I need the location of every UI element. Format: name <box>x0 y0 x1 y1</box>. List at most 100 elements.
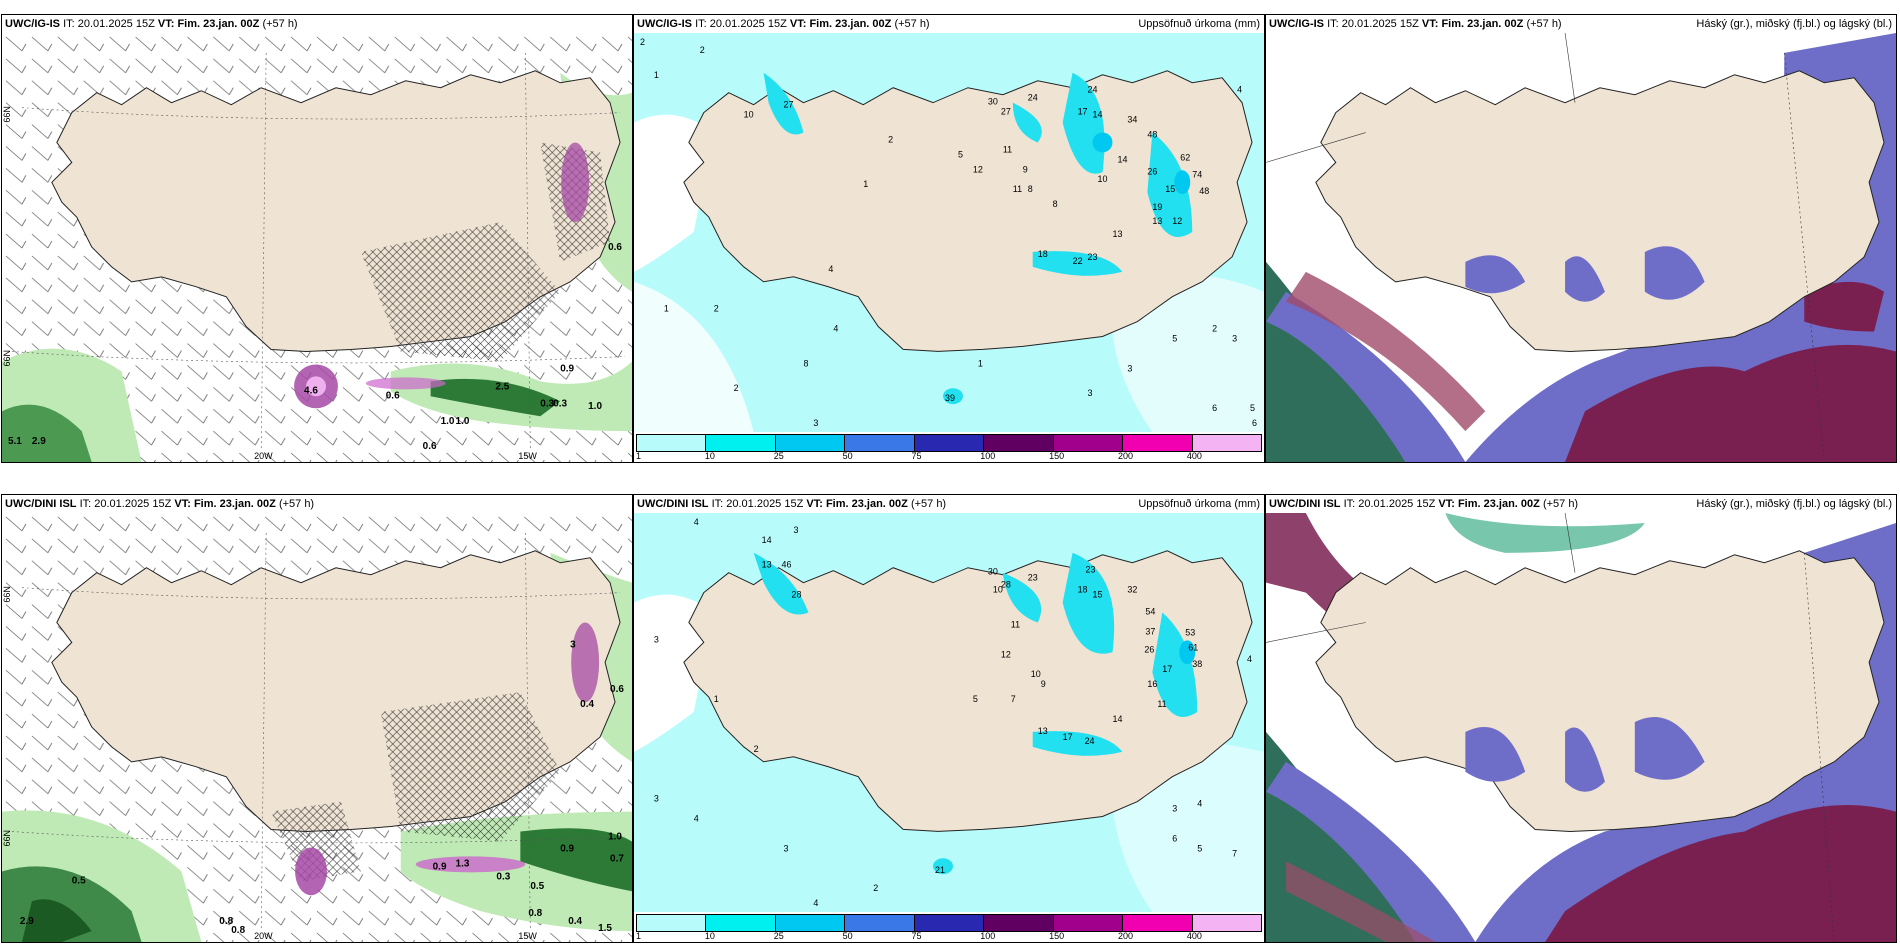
panel-wind-dini: UWC/DINI ISL IT: 20.01.2025 15Z VT: Fim.… <box>1 494 633 943</box>
svg-text:4: 4 <box>833 324 838 334</box>
svg-text:19: 19 <box>1152 202 1162 212</box>
svg-text:12: 12 <box>973 164 983 174</box>
wind-value: 1.0 <box>608 831 622 842</box>
svg-text:5: 5 <box>1172 333 1177 343</box>
map-cloud-ig[interactable] <box>1266 33 1896 462</box>
wind-value: 4.6 <box>304 385 318 396</box>
swatch <box>845 915 915 931</box>
svg-text:3: 3 <box>1172 804 1177 814</box>
panel-right-title: Háský (gr.), miðský (fj.bl.) og lágský (… <box>1696 18 1892 30</box>
lon-label: 20W <box>254 931 273 941</box>
colorbar-swatches <box>636 914 1262 932</box>
svg-text:24: 24 <box>1085 736 1095 746</box>
svg-text:2: 2 <box>700 45 705 55</box>
swatch <box>706 435 776 451</box>
svg-text:4: 4 <box>694 517 699 527</box>
svg-text:3: 3 <box>1232 333 1237 343</box>
svg-text:30: 30 <box>988 567 998 577</box>
lon-label: 20W <box>254 451 273 461</box>
svg-text:7: 7 <box>1011 694 1016 704</box>
wind-value: 0.9 <box>560 363 574 374</box>
panel-precip-ig: UWC/IG-IS IT: 20.01.2025 15Z VT: Fim. 23… <box>633 14 1265 463</box>
panel-header: UWC/DINI ISL IT: 20.01.2025 15Z VT: Fim.… <box>634 495 1264 513</box>
svg-text:3: 3 <box>654 794 659 804</box>
panel-header: UWC/IG-IS IT: 20.01.2025 15Z VT: Fim. 23… <box>634 15 1264 33</box>
svg-text:13: 13 <box>1038 726 1048 736</box>
svg-text:3: 3 <box>813 418 818 428</box>
swatch <box>984 915 1054 931</box>
wind-value: 0.5 <box>530 881 544 892</box>
svg-text:3: 3 <box>1127 363 1132 373</box>
svg-text:18: 18 <box>1078 585 1088 595</box>
wind-value: 0.8 <box>219 916 233 927</box>
svg-text:9: 9 <box>1023 164 1028 174</box>
svg-text:37: 37 <box>1145 626 1155 636</box>
svg-text:48: 48 <box>1147 129 1157 139</box>
svg-text:15: 15 <box>1093 590 1103 600</box>
svg-text:38: 38 <box>1192 659 1202 669</box>
wind-value: 2.5 <box>495 381 509 392</box>
svg-text:17: 17 <box>1063 732 1073 742</box>
map-precip-ig[interactable]: 2 2 1 27 10 30 27 24 24 17 14 34 48 62 7… <box>634 33 1264 432</box>
svg-text:74: 74 <box>1192 169 1202 179</box>
map-wind-dini[interactable]: 0.6 0.5 2.9 0.8 0.8 0.9 0.7 1.0 0.9 1.3 … <box>2 513 632 942</box>
svg-text:2: 2 <box>873 883 878 893</box>
svg-text:5: 5 <box>973 694 978 704</box>
svg-text:4: 4 <box>1197 799 1202 809</box>
lat-label: 66N <box>2 106 12 122</box>
wind-value: 0.4 <box>580 699 594 710</box>
svg-text:13: 13 <box>762 560 772 570</box>
svg-text:1: 1 <box>978 358 983 368</box>
swatch <box>637 915 707 931</box>
svg-text:17: 17 <box>1162 664 1172 674</box>
svg-text:6: 6 <box>1212 403 1217 413</box>
svg-text:23: 23 <box>1086 565 1096 575</box>
svg-text:61: 61 <box>1188 642 1198 652</box>
svg-text:12: 12 <box>1172 216 1182 226</box>
swatch <box>914 915 985 931</box>
svg-text:15: 15 <box>1165 184 1175 194</box>
svg-text:2: 2 <box>888 134 893 144</box>
colorbar-swatches <box>636 434 1262 452</box>
panel-wind-ig: UWC/IG-IS IT: 20.01.2025 15Z VT: Fim. 23… <box>1 14 633 463</box>
wind-value: 0.3 <box>496 871 510 882</box>
swatch <box>1192 435 1261 451</box>
wind-value: 0.4 <box>568 916 582 927</box>
panel-cloud-dini: UWC/DINI ISL IT: 20.01.2025 15Z VT: Fim.… <box>1265 494 1897 943</box>
svg-text:2: 2 <box>734 383 739 393</box>
svg-text:3: 3 <box>654 634 659 644</box>
svg-text:48: 48 <box>1199 186 1209 196</box>
colorbar-labels: 1 10 25 50 75 100 150 200 400 <box>636 931 1202 941</box>
svg-text:32: 32 <box>1127 585 1137 595</box>
wind-value: 1.0 <box>441 416 455 427</box>
svg-text:11: 11 <box>1157 699 1166 709</box>
svg-text:6: 6 <box>1172 833 1177 843</box>
wind-value: 0.6 <box>386 390 400 401</box>
svg-text:10: 10 <box>1098 174 1108 184</box>
svg-text:26: 26 <box>1144 644 1154 654</box>
map-cloud-dini[interactable] <box>1266 513 1896 942</box>
svg-text:10: 10 <box>993 585 1003 595</box>
svg-text:1: 1 <box>654 70 659 80</box>
svg-text:5: 5 <box>958 149 963 159</box>
swatch <box>914 435 985 451</box>
svg-text:34: 34 <box>1127 115 1137 125</box>
swatch <box>775 915 846 931</box>
swatch <box>984 435 1054 451</box>
wind-value: 2.9 <box>32 436 46 447</box>
panel-right-title: Uppsöfnuð úrkoma (mm) <box>1138 498 1260 510</box>
wind-value: 1.0 <box>456 416 470 427</box>
svg-text:13: 13 <box>1112 229 1122 239</box>
svg-text:10: 10 <box>1031 669 1041 679</box>
svg-text:11: 11 <box>1003 144 1012 154</box>
svg-text:4: 4 <box>828 264 833 274</box>
map-wind-ig[interactable]: 4.6 0.6 0.9 2.5 1.0 1.0 0.6 5.1 2.9 0.6 … <box>2 33 632 462</box>
svg-text:53: 53 <box>1185 627 1195 637</box>
wind-value: 0.6 <box>423 441 437 452</box>
svg-text:7: 7 <box>1232 848 1237 858</box>
map-precip-dini[interactable]: 4 3 3 14 13 46 28 10 30 28 23 23 18 15 3… <box>634 513 1264 912</box>
panel-header: UWC/DINI ISL IT: 20.01.2025 15Z VT: Fim.… <box>2 495 632 513</box>
wind-value: 0.9 <box>433 861 447 872</box>
svg-text:12: 12 <box>1001 649 1011 659</box>
svg-text:8: 8 <box>1053 199 1058 209</box>
